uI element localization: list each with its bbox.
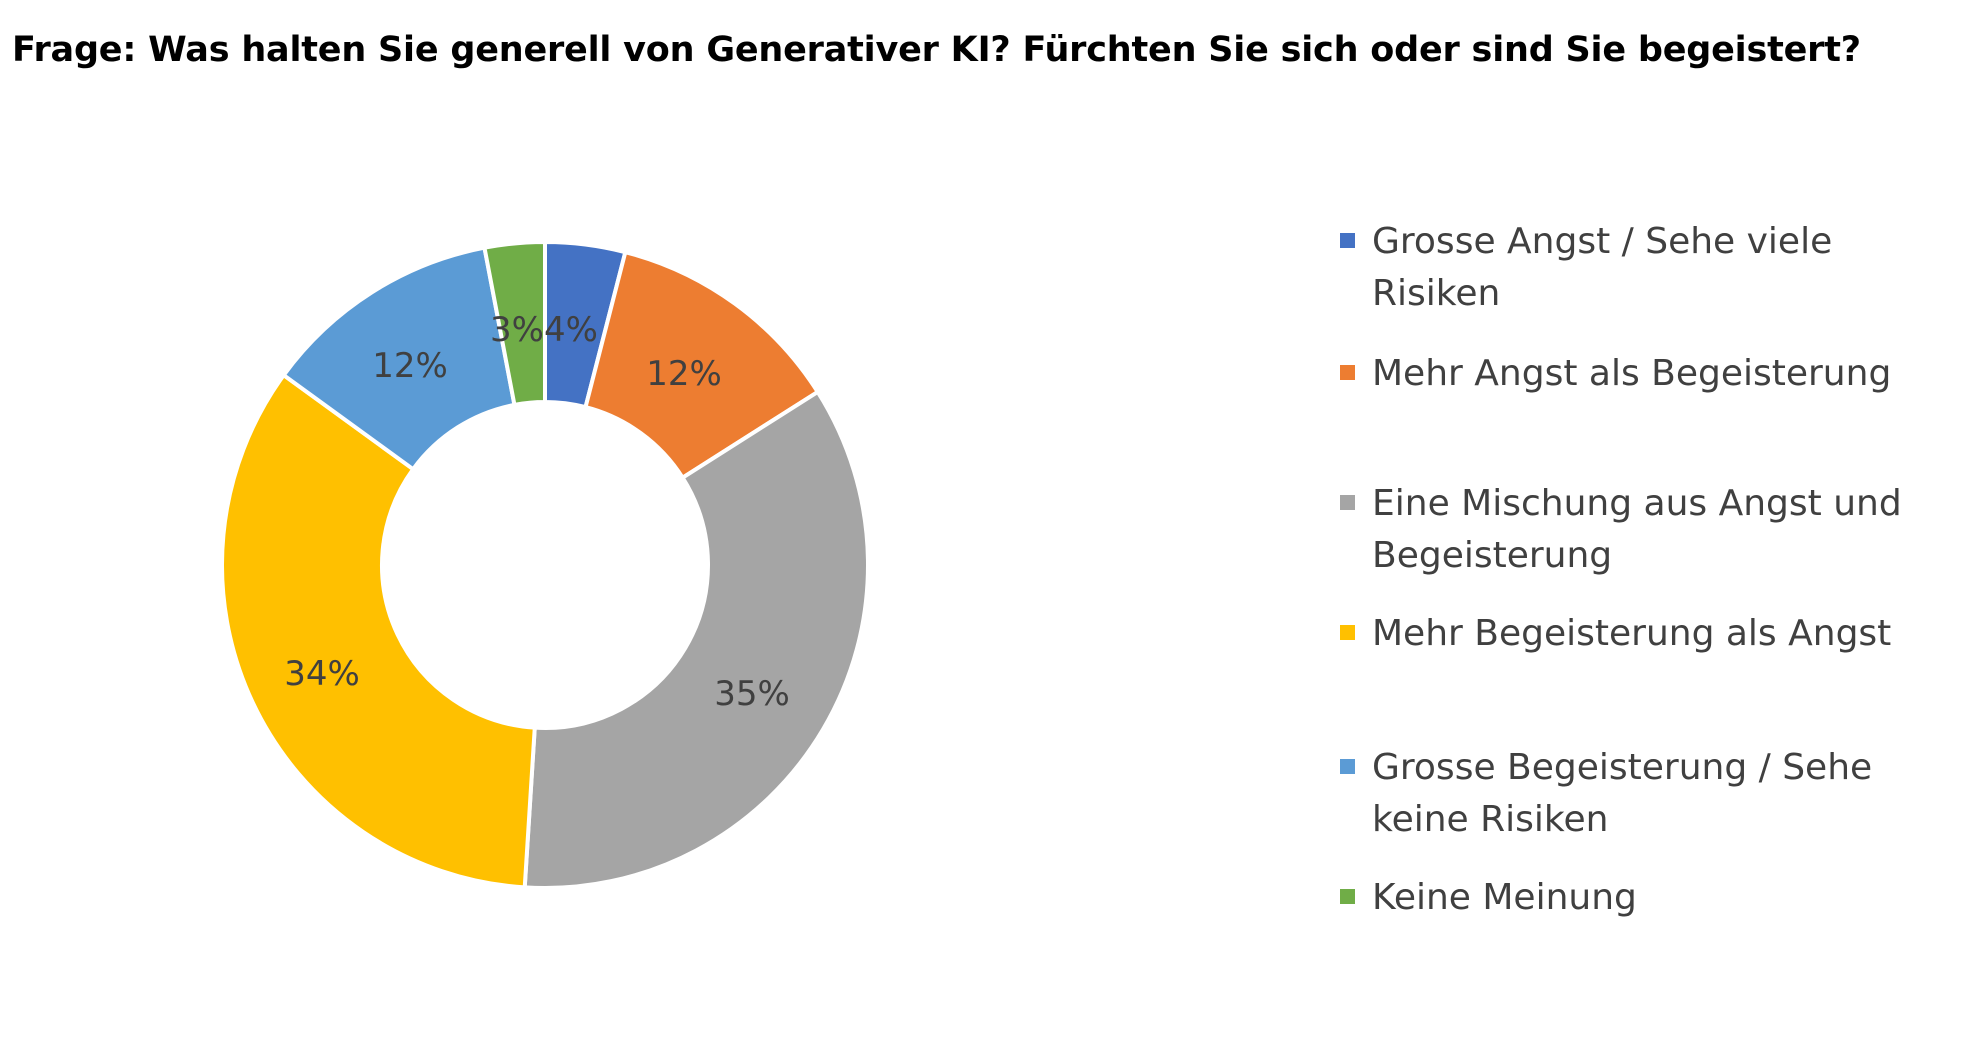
slice-label-keine-meinung: 3% [490, 310, 544, 350]
legend-swatch [1340, 495, 1355, 510]
slice-label-grosse-angst-sehe-viele-risiken: 4% [544, 310, 598, 350]
slice-mehr-angst-als-begeisterung [583, 250, 820, 480]
slice-label-eine-mischung-aus-angst-und-begeisterung: 35% [714, 674, 790, 714]
slice-grosse-begeisterung-sehe-keine-risiken [281, 245, 517, 472]
chart-legend: Grosse Angst / Sehe viele Risiken Mehr An… [1340, 0, 1960, 1049]
donut-slices [220, 240, 870, 890]
legend-label: Mehr Begeisterung als Angst [1372, 613, 1892, 654]
slice-label-grosse-begeisterung-sehe-keine-risiken: 12% [372, 346, 448, 386]
legend-swatch [1340, 365, 1355, 380]
slice-label-mehr-begeisterung-als-angst: 34% [284, 654, 360, 694]
slice-label-mehr-angst-als-begeisterung: 12% [646, 354, 722, 394]
legend-swatch [1340, 889, 1355, 904]
slice-mehr-begeisterung-als-angst [220, 373, 537, 890]
legend-label: Grosse Angst / Sehe viele Risiken [1372, 221, 1833, 314]
slice-labels: 4% 12% 35% 34% 12% 3% [284, 310, 790, 714]
legend-swatch [1340, 625, 1355, 640]
legend-swatch [1340, 233, 1355, 248]
legend-label: Mehr Angst als Begeisterung [1372, 353, 1892, 394]
legend-label: Grosse Begeisterung / Sehe keine Risiken [1372, 747, 1873, 840]
legend-label: Keine Meinung [1372, 877, 1637, 918]
legend-label: Eine Mischung aus Angst und Begeisterung [1372, 483, 1902, 576]
slice-keine-meinung [482, 240, 547, 407]
slice-eine-mischung-aus-angst-und-begeisterung [522, 389, 870, 890]
legend-swatch [1340, 759, 1355, 774]
chart-title: Frage: Was halten Sie generell von Gener… [12, 30, 1861, 70]
